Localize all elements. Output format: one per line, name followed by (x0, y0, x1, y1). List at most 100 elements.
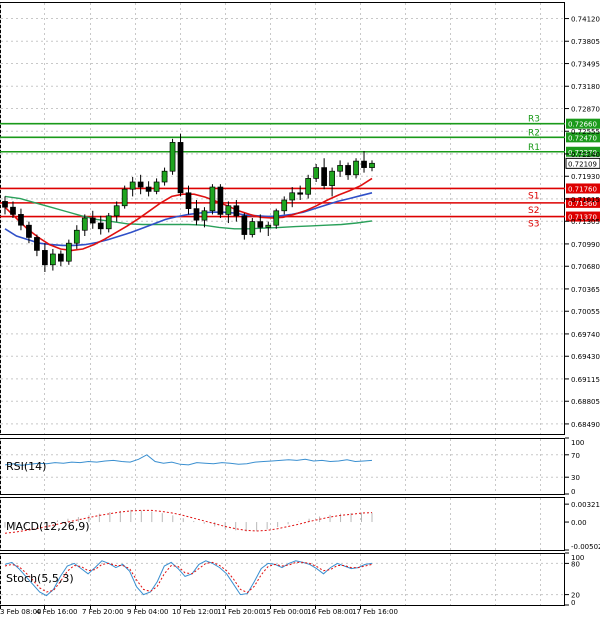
macd-tick-label: -0.005021 (571, 543, 600, 551)
price-tick-label: 0.73805 (571, 38, 600, 46)
price-tick-label: 0.71615 (571, 196, 600, 204)
panel-frames (0, 2, 565, 606)
level-name-s2: S2 (528, 206, 539, 216)
macd-tick-label: 0.003217 (571, 501, 600, 509)
rsi-tick-label: 30 (571, 474, 580, 482)
price-tick-label: 0.69740 (571, 331, 600, 339)
level-price-box (566, 183, 600, 194)
level-name-r2: R2 (528, 128, 540, 138)
candle-body (10, 206, 16, 215)
price-tick-label: 0.70055 (571, 308, 600, 316)
price-tick-label: 0.72870 (571, 106, 600, 114)
candle-body (305, 178, 312, 195)
price-tick-label: 0.70990 (571, 241, 600, 249)
candle-body (329, 170, 335, 186)
candle-body (273, 210, 280, 226)
panel-frame (0, 438, 565, 495)
stoch-main-line (4, 560, 373, 597)
level-price-label: 0.72270 (568, 149, 597, 157)
time-tick-label: 15 Feb 00:00 (262, 608, 308, 616)
candle-body (313, 167, 320, 179)
candle-body (249, 221, 256, 235)
candle-body (18, 214, 24, 226)
level-price-box (566, 211, 600, 222)
candle-body (97, 222, 104, 230)
time-tick-label: 4 Feb 16:00 (36, 608, 77, 616)
stoch-tick-label: 80 (571, 560, 580, 568)
price-tick-label: 0.73495 (571, 61, 600, 69)
level-name-s1: S1 (528, 191, 539, 201)
level-name-r1: R1 (528, 143, 540, 153)
candle-body (177, 142, 184, 194)
candle-body (105, 215, 112, 230)
candle-body (289, 192, 296, 201)
price-tick-label: 0.72240 (571, 151, 600, 159)
price-tick-label: 0.72555 (571, 128, 600, 136)
sma-slow-line (4, 195, 373, 230)
level-price-label: 0.72660 (568, 121, 597, 129)
candle-body (26, 224, 32, 238)
candles (2, 133, 375, 272)
candle-body (57, 253, 64, 262)
candle-body (129, 181, 136, 190)
candle-body (34, 237, 40, 251)
candle-body (185, 192, 192, 209)
candle-body (169, 142, 176, 172)
time-tick-label: 10 Feb 12:00 (172, 608, 218, 616)
candle-body (265, 224, 272, 228)
candle-body (321, 167, 327, 186)
candle-body (369, 162, 375, 168)
time-tick-label: 17 Feb 16:00 (352, 608, 398, 616)
time-tick-label: 3 Feb 08:00 (0, 608, 41, 616)
macd-tick-label: 0.00 (571, 519, 587, 527)
panel-frame (0, 553, 565, 606)
candle-body (121, 188, 128, 207)
price-axis: 0.74120 0.73805 0.73495 0.73180 0.72870 0.725… (565, 16, 600, 429)
price-tick-label: 0.70680 (571, 263, 600, 271)
price-tick-label: 0.68805 (571, 398, 600, 406)
candle-body (361, 160, 367, 168)
rsi-line (4, 454, 373, 466)
candle-body (89, 217, 96, 224)
candle-body (50, 253, 56, 266)
rsi-label: RSI(14) (6, 460, 46, 473)
candle-body (209, 186, 216, 212)
level-price-label: 0.71370 (568, 214, 597, 222)
stoch-signal-line (4, 561, 373, 594)
price-tick-label: 0.71930 (571, 173, 600, 181)
rsi-tick-label: 70 (571, 452, 580, 460)
candle-body (161, 170, 168, 183)
current-price-label: 0.72109 (568, 160, 597, 168)
level-price-label: 0.71760 (568, 185, 597, 193)
indicators: 100 70 30 0 RSI(14) 0.003217 0.00 -0.005021 MACD… (1, 437, 600, 607)
candle-body (353, 160, 359, 176)
rsi-tick-label: 100 (571, 439, 584, 447)
candle-body (201, 210, 208, 221)
stoch-tick-label: 100 (571, 554, 584, 562)
candle-body (241, 215, 248, 235)
price-tick-label: 0.71305 (571, 218, 600, 226)
candle-body (73, 229, 80, 244)
candle-body (345, 165, 351, 176)
stoch-label: Stoch(5,5,3) (6, 572, 74, 585)
candle-body (153, 181, 160, 192)
candle-body (65, 242, 72, 262)
panel-frame (0, 497, 565, 551)
candle-body (225, 205, 232, 215)
candle-body (42, 250, 48, 266)
candle-body (217, 186, 224, 215)
time-tick-label: 7 Feb 20:00 (82, 608, 123, 616)
level-price-label: 0.72470 (568, 134, 597, 142)
candle-body (137, 181, 144, 188)
level-price-box (566, 132, 600, 143)
time-tick-label: 16 Feb 08:00 (307, 608, 353, 616)
current-price-box (565, 157, 600, 169)
level-name-r3: R3 (528, 115, 540, 125)
time-tick-label: 11 Feb 20:00 (217, 608, 263, 616)
candle-body (281, 199, 288, 212)
level-price-box (566, 146, 600, 157)
candle-body (81, 217, 88, 231)
price-tick-label: 0.74120 (571, 16, 600, 24)
stoch-tick-label: 0 (571, 599, 575, 607)
candle-body (145, 186, 152, 192)
